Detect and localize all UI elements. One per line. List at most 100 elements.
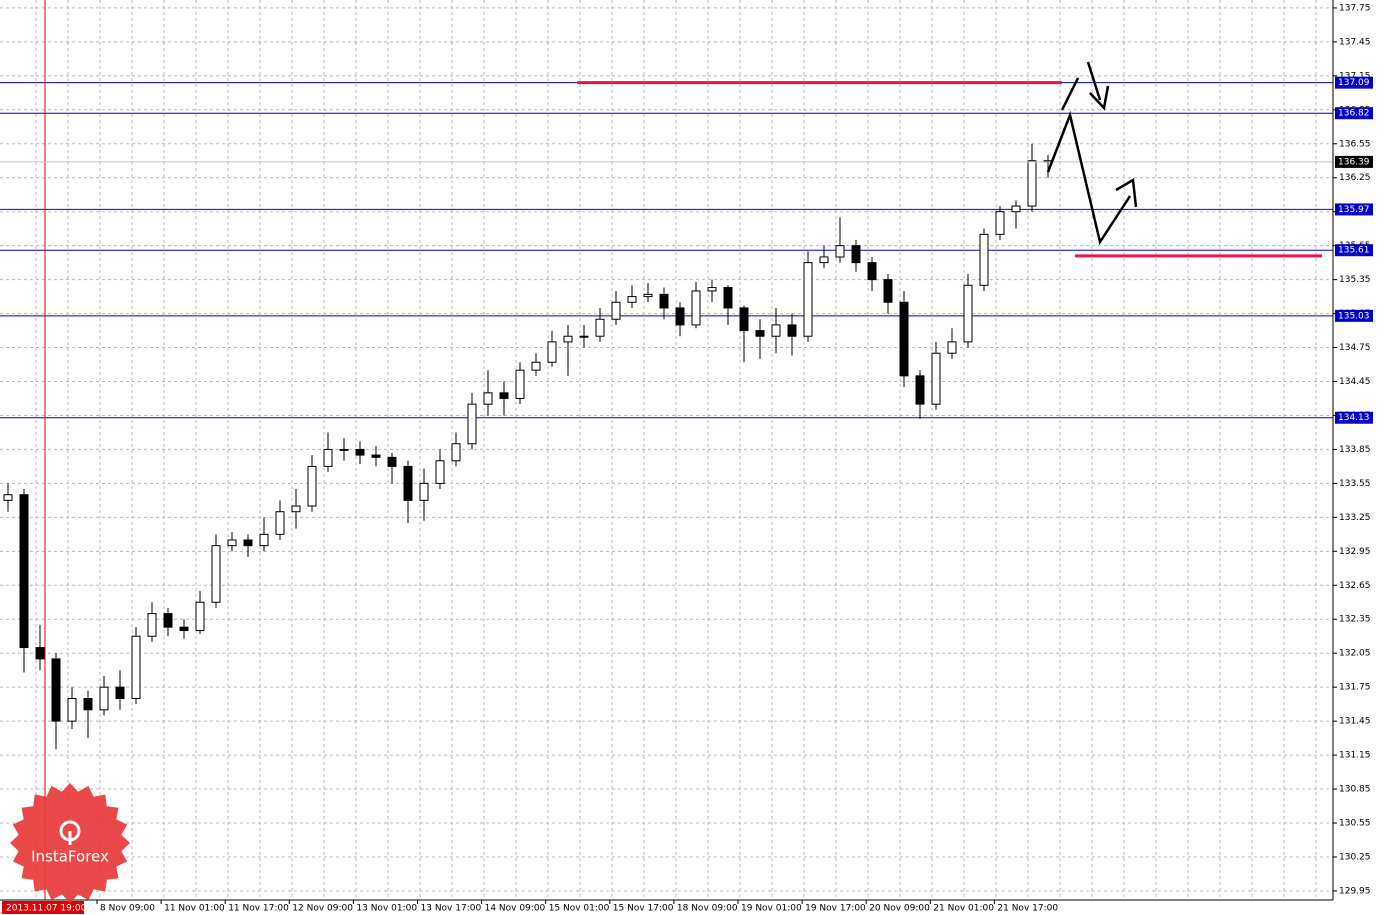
y-tick-label: 137.15 xyxy=(1339,71,1371,81)
candle-body xyxy=(163,613,173,628)
candle-body xyxy=(387,456,397,467)
y-tick-label: 136.55 xyxy=(1339,139,1371,149)
candle-body xyxy=(755,330,765,337)
candle-body xyxy=(707,287,717,292)
candle-body xyxy=(771,324,781,337)
candle-body xyxy=(579,335,589,338)
candle-body xyxy=(51,658,61,722)
candle-body xyxy=(851,245,861,264)
x-tick-label: 21 Nov 17:00 xyxy=(997,904,1058,914)
candle-body xyxy=(3,494,13,501)
candle-body xyxy=(915,375,925,405)
marks xyxy=(0,0,1333,900)
arrow-head xyxy=(1089,85,1110,111)
brand: InstaForex xyxy=(31,848,109,866)
candle-body xyxy=(195,601,205,632)
level-label: 134.13 xyxy=(1338,413,1370,423)
candle-body xyxy=(499,392,509,399)
x-tick-label: 21 Nov 01:00 xyxy=(933,904,994,914)
level-label-box xyxy=(1335,107,1373,120)
candle-body xyxy=(323,448,333,467)
candle-body xyxy=(227,539,237,547)
y-tick-label: 130.25 xyxy=(1339,852,1371,862)
candle-body xyxy=(931,352,941,405)
level-label: 135.61 xyxy=(1338,246,1370,256)
y-tick-label: 131.45 xyxy=(1339,717,1371,727)
level-label-box xyxy=(1335,203,1373,216)
y-tick-label: 129.95 xyxy=(1339,886,1371,896)
candle-body xyxy=(963,284,973,343)
grid xyxy=(0,0,1333,900)
candle-body xyxy=(515,369,525,399)
candle-body xyxy=(307,465,317,507)
candle-body xyxy=(803,262,813,337)
level-label: 137.09 xyxy=(1338,78,1370,88)
candle-body xyxy=(1011,205,1021,213)
candle-body xyxy=(1027,160,1037,207)
y-tick-label: 132.05 xyxy=(1339,649,1371,659)
candle-body xyxy=(723,287,733,309)
y-tick-label: 133.55 xyxy=(1339,479,1371,489)
candle-body xyxy=(883,279,893,303)
logo: InstaForex xyxy=(10,783,130,903)
current-price-label: 136.39 xyxy=(1338,157,1370,167)
candle-body xyxy=(243,539,253,547)
candle-body xyxy=(467,403,477,445)
level-label-box xyxy=(1335,76,1373,89)
candle-body xyxy=(19,494,29,649)
y-tick-label: 131.15 xyxy=(1339,751,1371,761)
x-tick-label: 13 Nov 01:00 xyxy=(356,904,417,914)
candle-body xyxy=(563,335,573,343)
candle-body xyxy=(691,290,701,326)
x-tick-label: 18 Nov 09:00 xyxy=(677,904,738,914)
candle-body xyxy=(291,505,301,513)
x-tick-label: 19 Nov 01:00 xyxy=(741,904,802,914)
y-tick-label: 137.45 xyxy=(1339,37,1371,47)
level-label: 136.82 xyxy=(1338,109,1370,119)
x-tick-label: 15 Nov 01:00 xyxy=(549,904,610,914)
candle-body xyxy=(259,533,269,547)
candle-body xyxy=(179,626,189,632)
candle-body xyxy=(67,697,77,722)
x-tick-label: 20 Nov 09:00 xyxy=(869,904,930,914)
candle-body xyxy=(819,256,829,264)
candle-body xyxy=(899,301,909,377)
y-tick-label: 132.65 xyxy=(1339,581,1371,591)
candle-body xyxy=(339,448,349,451)
candle-body xyxy=(275,511,285,535)
labels: 129.95 130.25 130.55 130.85 131.15 131.45 131.… xyxy=(2,3,1373,914)
level-label-box xyxy=(1335,411,1373,424)
x-tick-label: 12 Nov 09:00 xyxy=(292,904,353,914)
level-label-box xyxy=(1335,244,1373,257)
candle-body xyxy=(147,613,157,637)
level-label: 135.03 xyxy=(1338,311,1370,321)
y-tick-label: 132.35 xyxy=(1339,615,1371,625)
candle-body xyxy=(611,301,621,320)
x-tick-label: 19 Nov 17:00 xyxy=(805,904,866,914)
candle-body xyxy=(643,293,653,298)
y-tick-label: 135.35 xyxy=(1339,275,1371,285)
candle-body xyxy=(355,448,365,456)
candle-body xyxy=(435,460,445,484)
candle-body xyxy=(211,545,221,603)
forecast-path xyxy=(1046,110,1132,246)
x-tick-label: 2013.11.07 19:00 xyxy=(6,904,87,914)
forecast-down xyxy=(1086,61,1102,101)
candle-body xyxy=(403,465,413,501)
candle-body xyxy=(595,318,605,337)
y-tick-label: 136.25 xyxy=(1339,173,1371,183)
candle-body xyxy=(739,307,749,332)
candle-body xyxy=(99,686,109,711)
y-tick-label: 133.25 xyxy=(1339,513,1371,523)
arrow-head xyxy=(1115,177,1138,208)
candle-body xyxy=(35,647,45,660)
candle-body xyxy=(483,392,493,405)
candle-body xyxy=(115,686,125,699)
level-label-box xyxy=(1335,309,1373,322)
y-tick-label: 132.95 xyxy=(1339,547,1371,557)
y-tick-label: 130.55 xyxy=(1339,819,1371,829)
x-tick-label: 15 Nov 17:00 xyxy=(613,904,674,914)
y-tick-label: 134.45 xyxy=(1339,377,1371,387)
candle-body xyxy=(835,245,845,258)
